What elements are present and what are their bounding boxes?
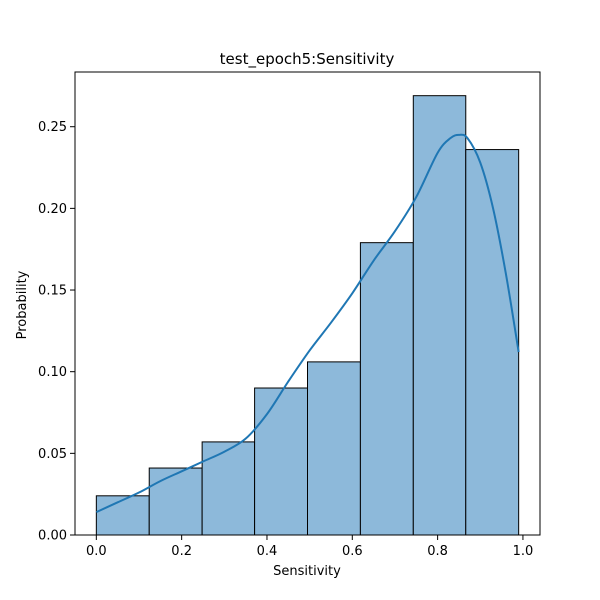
y-tick-label: 0.15: [38, 284, 67, 299]
x-axis-ticks: 0.0 0.2 0.4 0.6 0.8 1.0: [86, 535, 533, 559]
x-tick-label: 0.0: [86, 544, 107, 559]
x-axis-title: Sensitivity: [273, 564, 341, 579]
histogram-bar: [307, 361, 361, 536]
y-tick-label: 0.05: [38, 447, 67, 462]
bars-group: [95, 95, 520, 536]
histogram-bar: [412, 95, 467, 536]
histogram-bar: [201, 441, 256, 536]
y-tick-label: 0.10: [38, 365, 67, 380]
histogram-bar: [254, 387, 309, 536]
histogram-bar: [359, 242, 414, 536]
x-tick-label: 0.6: [342, 544, 363, 559]
x-tick-label: 0.4: [257, 544, 278, 559]
x-tick-label: 1.0: [513, 544, 534, 559]
histogram-bar: [465, 149, 520, 536]
y-axis-ticks: 0.00 0.05 0.10 0.15 0.20 0.25: [38, 120, 75, 544]
y-tick-label: 0.00: [38, 529, 67, 544]
histogram-bar: [95, 495, 150, 536]
x-tick-label: 0.2: [171, 544, 192, 559]
y-tick-label: 0.25: [38, 120, 67, 135]
y-axis-title: Probability: [15, 270, 30, 339]
plot-frame: [74, 71, 541, 536]
y-tick-label: 0.20: [38, 202, 67, 217]
histogram-bar: [148, 467, 203, 536]
kde-line: [95, 133, 520, 514]
chart-title: test_epoch5:Sensitivity: [220, 50, 395, 69]
x-tick-label: 0.8: [427, 544, 448, 559]
